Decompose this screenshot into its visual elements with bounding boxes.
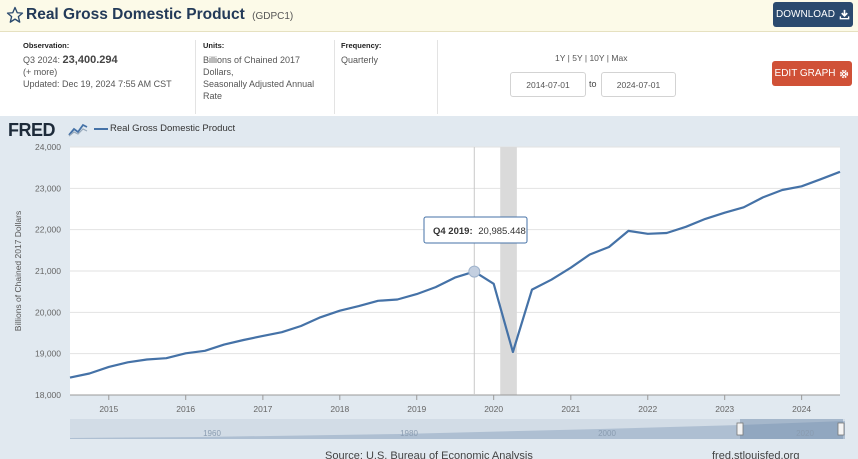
range-5y[interactable]: 5Y [572,53,583,63]
highlight-point[interactable] [468,265,481,278]
tooltip: Q4 2019: 20,985.448 [423,216,528,244]
graph-panel: 18,000 19,000 20,000 21,000 22,000 23,000 24,0… [0,116,858,459]
start-date-input[interactable]: 2014-07-01 [510,72,586,97]
legend-swatch [94,128,108,130]
range-max[interactable]: Max [611,53,628,63]
series-info: Observation: Q3 2024: 23,400.294 (+ more… [0,32,858,116]
site-text[interactable]: fred.stlouisfed.org [712,450,800,459]
recession-shading [500,147,517,395]
y-tick-label: 18,000 [35,390,61,400]
x-tick-label: 2024 [792,404,811,414]
download-label: DOWNLOAD [776,9,835,20]
x-tick-label: 2016 [176,404,195,414]
tooltip-period: Q4 2019: [433,226,473,237]
y-tick-label: 24,000 [35,142,61,152]
page-title: Real Gross Domestic Product (GDPC1) [26,6,293,24]
navigator-label: 1960 [203,429,221,438]
y-tick-label: 21,000 [35,266,61,276]
download-button[interactable]: DOWNLOAD [773,2,853,27]
end-date-input[interactable]: 2024-07-01 [601,72,676,97]
y-tick-label: 19,000 [35,349,61,359]
observation-label: Observation: [23,41,70,50]
gdp-chart[interactable]: 18,000 19,000 20,000 21,000 22,000 23,000 24,0… [0,116,858,459]
range-navigator[interactable]: 1960 1980 2000 2020 [70,419,845,439]
units-line: Dollars, [203,67,234,77]
navigator-handle-left[interactable] [736,422,744,436]
updated-text: Updated: Dec 19, 2024 7:55 AM CST [23,79,172,89]
source-text: Source: U.S. Bureau of Economic Analysis [325,450,533,459]
divider [334,40,335,114]
navigator-selection [740,419,843,439]
x-tick-label: 2022 [638,404,657,414]
tooltip-box [423,216,528,244]
legend-entry: Real Gross Domestic Product [110,123,236,134]
tooltip-value: 20,985.448 [478,226,526,237]
y-tick-label: 20,000 [35,307,61,317]
x-tick-label: 2017 [253,404,272,414]
navigator-handle-right[interactable] [837,422,845,436]
navigator-series [70,421,845,439]
frequency-label: Frequency: [341,41,382,50]
range-separator: | [584,53,588,63]
x-tick-label: 2019 [407,404,426,414]
to-label: to [589,79,597,89]
range-1y[interactable]: 1Y [555,53,566,63]
units-line: Seasonally Adjusted Annual [203,79,315,89]
edit-graph-button[interactable]: EDIT GRAPH [772,61,852,86]
divider [195,40,196,114]
divider [437,40,438,114]
gear-icon [840,69,849,78]
range-selector: 1Y | 5Y | 10Y | Max [555,53,627,63]
y-tick-label: 22,000 [35,225,61,235]
units-line: Billions of Chained 2017 [203,55,301,65]
series-header: Real Gross Domestic Product (GDPC1) DOWN… [0,0,858,32]
gdp-series-line[interactable] [69,170,841,379]
navigator-label: 2000 [598,429,616,438]
navigator-label: 2020 [796,429,814,438]
frequency-block: Frequency: Quarterly [341,40,431,66]
range-10y[interactable]: 10Y [589,53,605,63]
frequency-value: Quarterly [341,55,379,65]
fred-logo: FRED [8,120,56,140]
edit-graph-label: EDIT GRAPH [774,68,836,79]
series-id: (GDPC1) [252,11,294,22]
range-separator: | [567,53,570,63]
x-tick-label: 2020 [484,404,503,414]
x-tick-label: 2021 [561,404,580,414]
x-tick-label: 2018 [330,404,349,414]
range-separator: | [606,53,610,63]
tooltip-text: Q4 2019: 20,985.448 [433,226,526,237]
units-line: Rate [203,91,223,101]
units-block: Units: Billions of Chained 2017 Dollars,… [203,40,333,102]
observation-value: 23,400.294 [62,54,118,66]
x-tick-label: 2023 [715,404,734,414]
y-tick-label: 23,000 [35,183,61,193]
more-link[interactable]: (+ more) [23,67,58,77]
x-tick-label: 2015 [99,404,118,414]
chart-logo-icon [68,123,88,137]
units-label: Units: [203,41,225,50]
download-icon [839,9,850,20]
star-icon[interactable] [6,6,24,24]
observation-block: Observation: Q3 2024: 23,400.294 (+ more… [23,40,193,90]
series-title: Real Gross Domestic Product [26,6,245,23]
navigator-label: 1980 [400,429,418,438]
y-axis-label: Billions of Chained 2017 Dollars [13,211,23,332]
observation-period: Q3 2024: [23,55,61,65]
